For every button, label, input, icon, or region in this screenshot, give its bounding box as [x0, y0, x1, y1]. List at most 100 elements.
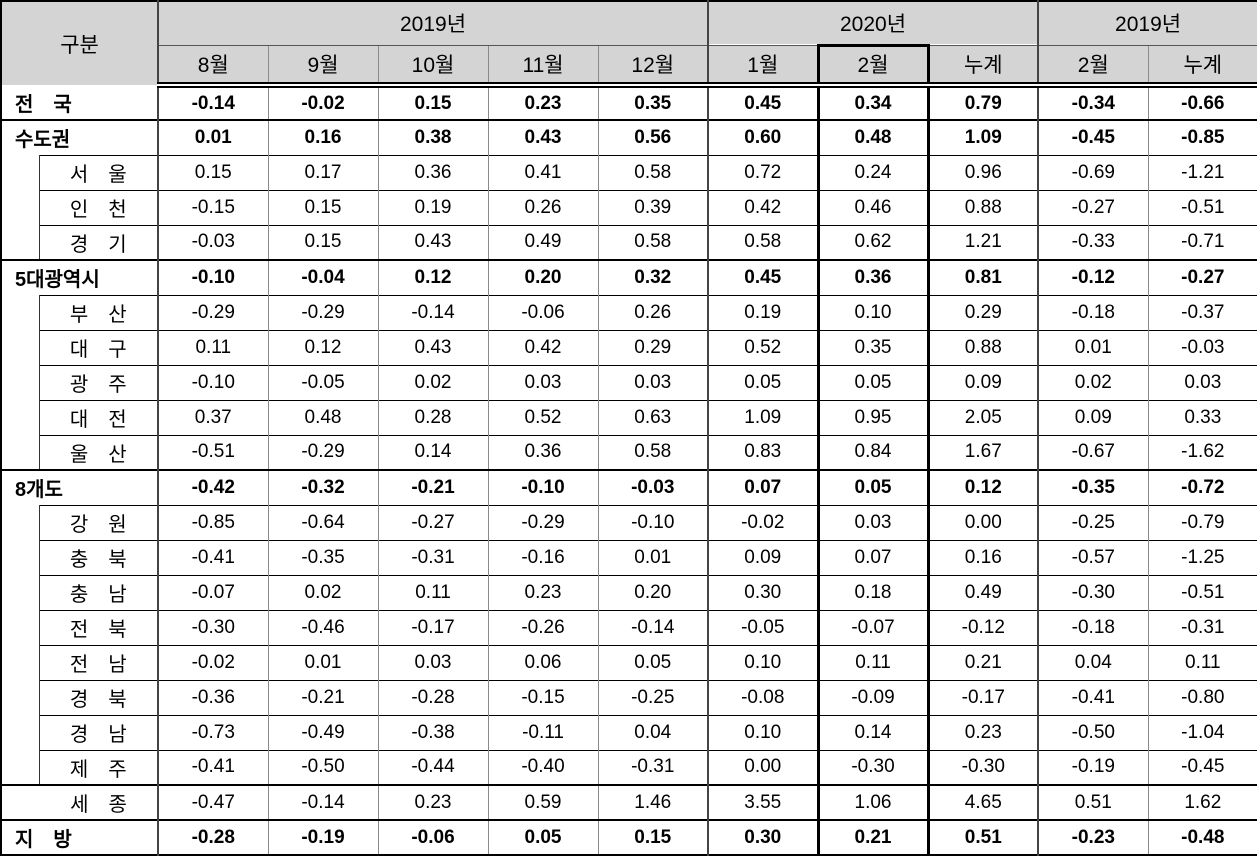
value-cell: 0.05 — [487, 819, 599, 855]
value-cell: 0.33 — [1147, 399, 1257, 435]
table-row: 전 북 -0.30 -0.46 -0.17 -0.26 -0.14 -0.05 -0.07 -0… — [1, 609, 1257, 645]
value-cell: -1.21 — [1147, 154, 1257, 190]
value-cell: -0.36 — [157, 679, 269, 715]
value-cell: 0.42 — [487, 329, 599, 365]
value-cell: 0.15 — [267, 189, 379, 225]
value-cell: 0.23 — [377, 784, 489, 820]
value-cell: 0.81 — [927, 259, 1039, 295]
table-row: 제 주 -0.41 -0.50 -0.44 -0.40 -0.31 0.00 -0.30 -0.… — [1, 749, 1257, 785]
month-header: 8월 — [157, 44, 269, 88]
month-header: 누계 — [927, 44, 1039, 88]
value-cell: 1.67 — [927, 434, 1039, 470]
value-cell: 3.55 — [707, 784, 819, 820]
value-cell: -0.02 — [157, 644, 269, 680]
value-cell: -0.69 — [1037, 154, 1149, 190]
value-cell: -0.41 — [157, 749, 269, 785]
month-header: 10월 — [377, 44, 489, 88]
value-cell: 0.21 — [927, 644, 1039, 680]
value-cell: -0.41 — [157, 539, 269, 575]
value-cell: 0.35 — [816, 329, 930, 365]
value-cell: -0.21 — [377, 469, 489, 505]
table-row: 인 천 -0.15 0.15 0.19 0.26 0.39 0.42 0.46 0.88 -0.2… — [1, 189, 1257, 225]
value-cell: 0.21 — [816, 819, 930, 855]
value-cell: -0.73 — [157, 714, 269, 750]
month-header: 11월 — [487, 44, 599, 88]
value-cell: -0.30 — [927, 749, 1039, 785]
value-cell: 0.45 — [707, 85, 819, 120]
region-label: 대 전 — [39, 399, 160, 435]
value-cell: 0.02 — [377, 364, 489, 400]
value-cell: -0.18 — [1037, 294, 1149, 330]
value-cell: 0.14 — [377, 434, 489, 470]
value-cell: -0.41 — [1037, 679, 1149, 715]
table-row: 8개도 -0.42 -0.32 -0.21 -0.10 -0.03 0.07 0.05 0.12… — [1, 469, 1257, 505]
value-cell: 4.65 — [927, 784, 1039, 820]
value-cell: -0.49 — [267, 714, 379, 750]
value-cell: -0.30 — [1037, 574, 1149, 610]
value-cell: -0.12 — [927, 609, 1039, 645]
value-cell: 0.11 — [157, 329, 269, 365]
table-row: 부 산 -0.29 -0.29 -0.14 -0.06 0.26 0.19 0.10 0.29-… — [1, 294, 1257, 470]
value-cell: -0.04 — [267, 259, 379, 295]
value-cell: -0.28 — [377, 679, 489, 715]
value-cell: 0.02 — [267, 574, 379, 610]
value-cell: 0.26 — [597, 294, 709, 330]
value-cell: 0.01 — [267, 644, 379, 680]
value-cell: 0.58 — [707, 224, 819, 260]
year-group-2020: 2020년 — [707, 1, 1039, 45]
value-cell: 0.07 — [707, 469, 819, 505]
value-cell: 0.96 — [927, 154, 1039, 190]
value-cell: 0.43 — [487, 119, 599, 155]
table-body: 전 국 -0.14 -0.02 0.15 0.23 0.35 0.45 0.34 0.79 -0.… — [1, 85, 1257, 855]
value-cell: 0.28 — [377, 399, 489, 435]
region-label: 울 산 — [39, 434, 160, 470]
value-cell: 0.51 — [1037, 784, 1149, 820]
value-cell: 0.14 — [816, 714, 930, 750]
value-cell: 0.03 — [377, 644, 489, 680]
value-cell: 1.09 — [927, 119, 1039, 155]
value-cell: 0.19 — [377, 189, 489, 225]
region-label: 8개도 — [1, 469, 160, 505]
value-cell: -0.67 — [1037, 434, 1149, 470]
region-label: 경 기 — [39, 224, 160, 260]
table-row: 전 국 -0.14 -0.02 0.15 0.23 0.35 0.45 0.34 0.79 -0.… — [1, 85, 1257, 120]
value-cell: 0.30 — [707, 819, 819, 855]
indent-cell — [1, 155, 40, 260]
value-cell: 0.17 — [267, 154, 379, 190]
value-cell: 0.24 — [816, 154, 930, 190]
value-cell: 0.36 — [487, 434, 599, 470]
value-cell: -0.28 — [157, 819, 269, 855]
value-cell: -0.02 — [707, 504, 819, 540]
value-cell: 0.20 — [597, 574, 709, 610]
table-row: 충 북 -0.41 -0.35 -0.31 -0.16 0.01 0.09 0.07 0.16-… — [1, 539, 1257, 575]
value-cell: 0.18 — [816, 574, 930, 610]
region-label: 제 주 — [39, 749, 160, 785]
value-cell: -0.46 — [267, 609, 379, 645]
value-cell: -0.51 — [157, 434, 269, 470]
value-cell: -0.50 — [267, 749, 379, 785]
value-cell: 0.01 — [1037, 329, 1149, 365]
value-cell: 0.42 — [707, 189, 819, 225]
value-cell: -0.17 — [927, 679, 1039, 715]
value-cell: 0.36 — [377, 154, 489, 190]
value-cell: -0.31 — [597, 749, 709, 785]
value-cell: 0.29 — [927, 294, 1039, 330]
value-cell: 0.52 — [707, 329, 819, 365]
value-cell: -0.29 — [267, 294, 379, 330]
value-cell: 1.09 — [707, 399, 819, 435]
value-cell: -0.21 — [267, 679, 379, 715]
year-group-2019: 2019년 — [157, 1, 709, 45]
value-cell: -0.27 — [1037, 189, 1149, 225]
value-cell: -0.48 — [1147, 819, 1257, 855]
value-cell: 0.03 — [487, 364, 599, 400]
value-cell: -0.40 — [487, 749, 599, 785]
value-cell: 0.00 — [707, 749, 819, 785]
value-cell: -0.80 — [1147, 679, 1257, 715]
value-cell: -0.07 — [157, 574, 269, 610]
value-cell: -0.45 — [1147, 749, 1257, 785]
table-row: 수도권 0.01 0.16 0.38 0.43 0.56 0.60 0.48 1.09 -0.45… — [1, 119, 1257, 155]
value-cell: 0.05 — [597, 644, 709, 680]
table-row: 5대광역시 -0.10 -0.04 0.12 0.20 0.32 0.45 0.36 0.81-… — [1, 259, 1257, 295]
value-cell: -0.47 — [157, 784, 269, 820]
value-cell: -0.85 — [157, 504, 269, 540]
